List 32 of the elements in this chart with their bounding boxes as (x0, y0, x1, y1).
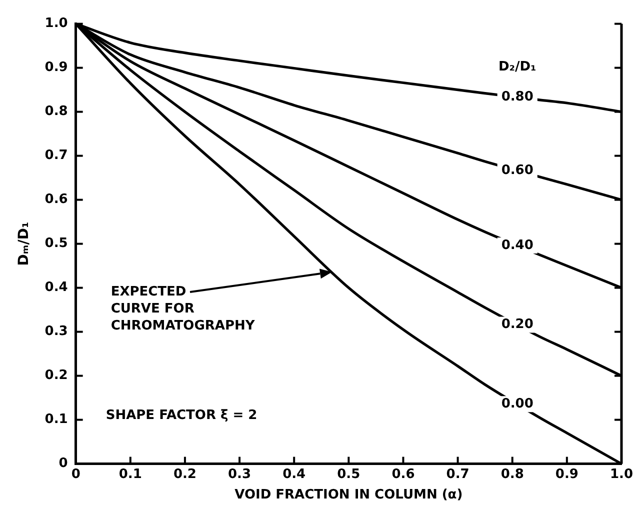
x-tick-label: 0.7 (446, 466, 470, 482)
y-tick-label: 0.8 (44, 104, 68, 120)
y-tick-label: 0.9 (44, 60, 68, 76)
y-tick-label: 0.4 (44, 280, 68, 296)
x-tick-label: 0.9 (555, 466, 578, 482)
y-tick-label: 1.0 (44, 16, 68, 32)
y-tick-label: 0.6 (44, 192, 68, 208)
series-label: 0.00 (501, 396, 534, 412)
y-axis-title: Dₘ/D₁ (16, 222, 32, 266)
x-tick-label: 0.8 (500, 466, 524, 482)
x-tick-label: 1.0 (610, 466, 633, 482)
y-tick-label: 0 (58, 456, 68, 472)
annotation: EXPECTED CURVE FOR CHROMATOGRAPHY (110, 284, 256, 334)
annotation: SHAPE FACTOR ξ = 2 (106, 408, 258, 424)
y-tick-label: 0.7 (44, 148, 68, 164)
x-tick-label: 0.5 (337, 466, 360, 482)
series-label: 0.20 (501, 317, 534, 332)
series-label: 0.60 (501, 163, 534, 178)
x-tick-label: 0 (71, 466, 80, 482)
x-tick-label: 0.4 (282, 466, 306, 482)
series-label: 0.40 (501, 238, 534, 253)
x-tick-label: 0.2 (173, 466, 196, 482)
x-tick-label: 0.6 (392, 466, 415, 482)
y-tick-label: 0.5 (44, 236, 68, 252)
series-label: 0.80 (501, 90, 534, 105)
y-tick-label: 0.1 (44, 412, 68, 428)
x-tick-label: 0.3 (228, 466, 252, 482)
x-tick-label: 0.1 (118, 466, 142, 482)
y-tick-label: 0.2 (44, 368, 68, 384)
legend-title: D₂/D₁ (498, 60, 536, 75)
x-axis-title: VOID FRACTION IN COLUMN (α) (234, 488, 463, 503)
y-tick-label: 0.3 (44, 324, 68, 340)
